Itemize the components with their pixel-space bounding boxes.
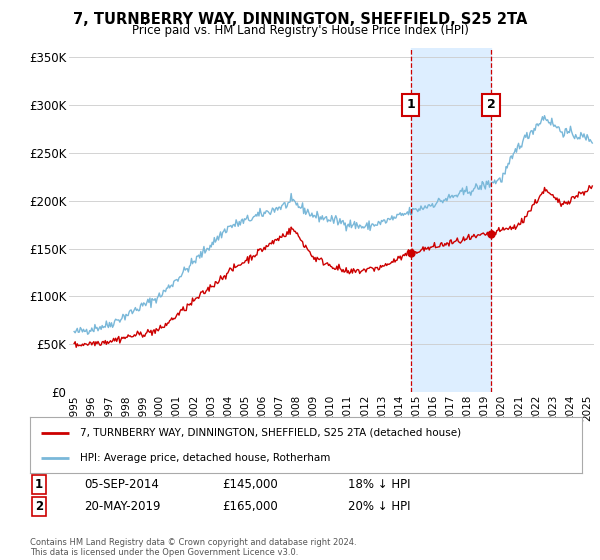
- Text: £165,000: £165,000: [222, 500, 278, 514]
- Text: Contains HM Land Registry data © Crown copyright and database right 2024.
This d: Contains HM Land Registry data © Crown c…: [30, 538, 356, 557]
- Text: £145,000: £145,000: [222, 478, 278, 491]
- Text: 2: 2: [35, 500, 43, 514]
- Text: 20-MAY-2019: 20-MAY-2019: [84, 500, 161, 514]
- Text: HPI: Average price, detached house, Rotherham: HPI: Average price, detached house, Roth…: [80, 452, 330, 463]
- Text: 7, TURNBERRY WAY, DINNINGTON, SHEFFIELD, S25 2TA (detached house): 7, TURNBERRY WAY, DINNINGTON, SHEFFIELD,…: [80, 428, 461, 438]
- Text: 1: 1: [406, 99, 415, 111]
- Text: Price paid vs. HM Land Registry's House Price Index (HPI): Price paid vs. HM Land Registry's House …: [131, 24, 469, 36]
- Text: 2: 2: [487, 99, 496, 111]
- Text: 05-SEP-2014: 05-SEP-2014: [84, 478, 159, 491]
- Bar: [410, 48, 491, 392]
- Text: 18% ↓ HPI: 18% ↓ HPI: [348, 478, 410, 491]
- Text: 7, TURNBERRY WAY, DINNINGTON, SHEFFIELD, S25 2TA: 7, TURNBERRY WAY, DINNINGTON, SHEFFIELD,…: [73, 12, 527, 27]
- Text: 20% ↓ HPI: 20% ↓ HPI: [348, 500, 410, 514]
- Text: 1: 1: [35, 478, 43, 491]
